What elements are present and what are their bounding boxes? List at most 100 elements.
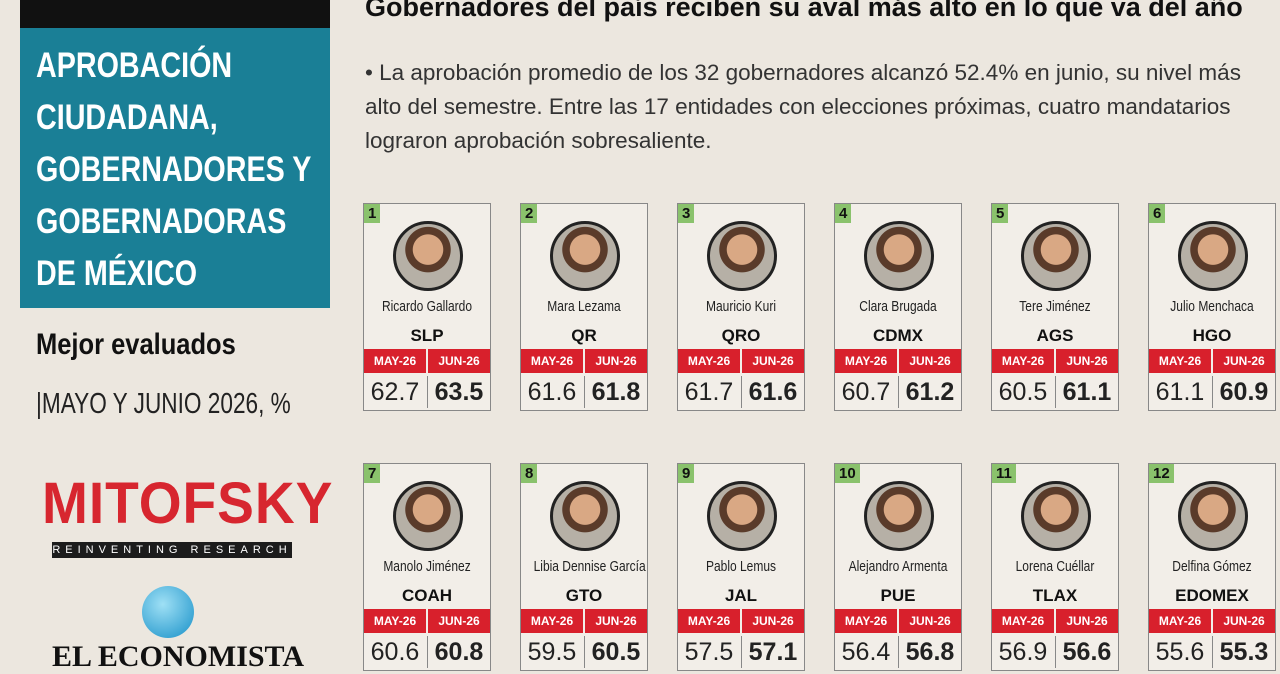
column-header: MAY-26: [992, 609, 1054, 633]
may-value: 60.7: [841, 378, 891, 406]
column-header: MAY-26: [521, 349, 583, 373]
may-value: 56.4: [841, 638, 891, 666]
column-header: MAY-26: [678, 609, 740, 633]
state: JAL: [724, 586, 758, 605]
governor-card: 1 Ricardo Gallardo SLP MAY-26 JUN-26 62.7 63.5: [363, 203, 491, 411]
column-header: JUN-26: [742, 609, 804, 633]
column-header: JUN-26: [585, 609, 647, 633]
governor-name: Julio Menchaca: [1170, 298, 1254, 315]
governor-name: Mauricio Kuri: [705, 298, 777, 315]
source-logo: MITOFSKY: [42, 471, 334, 536]
column-header: JUN-26: [428, 609, 490, 633]
column-header: JUN-26: [742, 349, 804, 373]
governor-name: Delfina Gómez: [1172, 558, 1252, 575]
column-header: MAY-26: [1149, 609, 1211, 633]
state: HGO: [1192, 326, 1232, 345]
jun-value: 56.6: [1055, 636, 1118, 668]
publisher: EL ECONOMISTA: [52, 640, 304, 673]
column-header: MAY-26: [835, 609, 897, 633]
publisher-icon: [142, 586, 194, 638]
rank: 2: [521, 204, 538, 223]
column-header: MAY-26: [992, 349, 1054, 373]
state: GTO: [565, 586, 603, 605]
state: TLAX: [1032, 586, 1078, 605]
rank: 4: [835, 204, 852, 223]
state: EDOMEX: [1175, 586, 1249, 605]
state: COAH: [401, 586, 453, 605]
governor-card: 3 Mauricio Kuri QRO MAY-26 JUN-26 61.7 61.6: [677, 203, 805, 411]
photo: [1021, 221, 1091, 291]
column-header: MAY-26: [835, 349, 897, 373]
rank: 8: [521, 464, 538, 483]
jun-value: 56.8: [898, 636, 961, 668]
may-value: 60.5: [998, 378, 1048, 406]
may-value: 61.1: [1155, 378, 1205, 406]
governor-name: Tere Jiménez: [1019, 298, 1091, 315]
source-tagline: REINVENTING RESEARCH: [52, 542, 292, 558]
jun-value: 57.1: [741, 636, 804, 668]
jun-value: 61.2: [898, 376, 961, 408]
may-value: 60.6: [370, 638, 420, 666]
state: QRO: [721, 326, 761, 345]
jun-value: 60.8: [427, 636, 490, 668]
jun-value: 55.3: [1212, 636, 1275, 668]
jun-value: 60.9: [1212, 376, 1275, 408]
heading-box: [20, 28, 330, 308]
column-header: JUN-26: [585, 349, 647, 373]
rank: 3: [678, 204, 695, 223]
governor-name: Lorena Cuéllar: [1015, 558, 1095, 575]
photo: [393, 481, 463, 551]
summary: • La aprobación promedio de los 32 gober…: [365, 60, 1241, 153]
photo: [550, 481, 620, 551]
column-header: MAY-26: [521, 609, 583, 633]
may-value: 59.5: [527, 638, 577, 666]
column-header: JUN-26: [1056, 609, 1118, 633]
governor-name: Clara Brugada: [859, 298, 937, 315]
rank: 9: [678, 464, 695, 483]
photo: [1178, 221, 1248, 291]
rank: 6: [1149, 204, 1166, 223]
photo: [393, 221, 463, 291]
governor-card: 9 Pablo Lemus JAL MAY-26 JUN-26 57.5 57.1: [677, 463, 805, 671]
column-header: MAY-26: [364, 349, 426, 373]
photo: [1178, 481, 1248, 551]
photo: [707, 221, 777, 291]
jun-value: 61.8: [584, 376, 647, 408]
photo: [550, 221, 620, 291]
state: QR: [571, 326, 597, 345]
column-header: JUN-26: [899, 609, 961, 633]
may-value: 56.9: [998, 638, 1048, 666]
jun-value: 61.1: [1055, 376, 1118, 408]
column-header: JUN-26: [899, 349, 961, 373]
column-header: JUN-26: [1056, 349, 1118, 373]
rank: 10: [835, 464, 860, 483]
governor-card: 10 Alejandro Armenta PUE MAY-26 JUN-26 56.4 56…: [834, 463, 962, 671]
column-header: MAY-26: [1149, 349, 1211, 373]
column-header: JUN-26: [428, 349, 490, 373]
governor-card: 2 Mara Lezama QR MAY-26 JUN-26 61.6 61.8: [520, 203, 648, 411]
photo: [707, 481, 777, 551]
may-value: 62.7: [370, 378, 420, 406]
governor-card: 4 Clara Brugada CDMX MAY-26 JUN-26 60.7 61.2: [834, 203, 962, 411]
jun-value: 60.5: [584, 636, 647, 668]
may-value: 57.5: [684, 638, 734, 666]
state: AGS: [1036, 326, 1074, 345]
state: SLP: [410, 326, 444, 345]
governor-name: Pablo Lemus: [705, 558, 777, 575]
photo: [864, 221, 934, 291]
governor-card: 6 Julio Menchaca HGO MAY-26 JUN-26 61.1 60.9: [1148, 203, 1276, 411]
rank: 5: [992, 204, 1009, 223]
state: CDMX: [872, 326, 924, 345]
photo: [864, 481, 934, 551]
may-value: 61.7: [684, 378, 734, 406]
column-header: MAY-26: [678, 349, 740, 373]
period: |MAYO Y JUNIO 2026, %: [36, 388, 291, 420]
may-value: 55.6: [1155, 638, 1205, 666]
jun-value: 61.6: [741, 376, 804, 408]
governor-name: Ricardo Gallardo: [381, 298, 473, 315]
photo: [1021, 481, 1091, 551]
title: Gobernadores del país reciben su aval má…: [365, 0, 1243, 22]
state: PUE: [880, 586, 916, 605]
governor-card: 7 Manolo Jiménez COAH MAY-26 JUN-26 60.6 60.8: [363, 463, 491, 671]
